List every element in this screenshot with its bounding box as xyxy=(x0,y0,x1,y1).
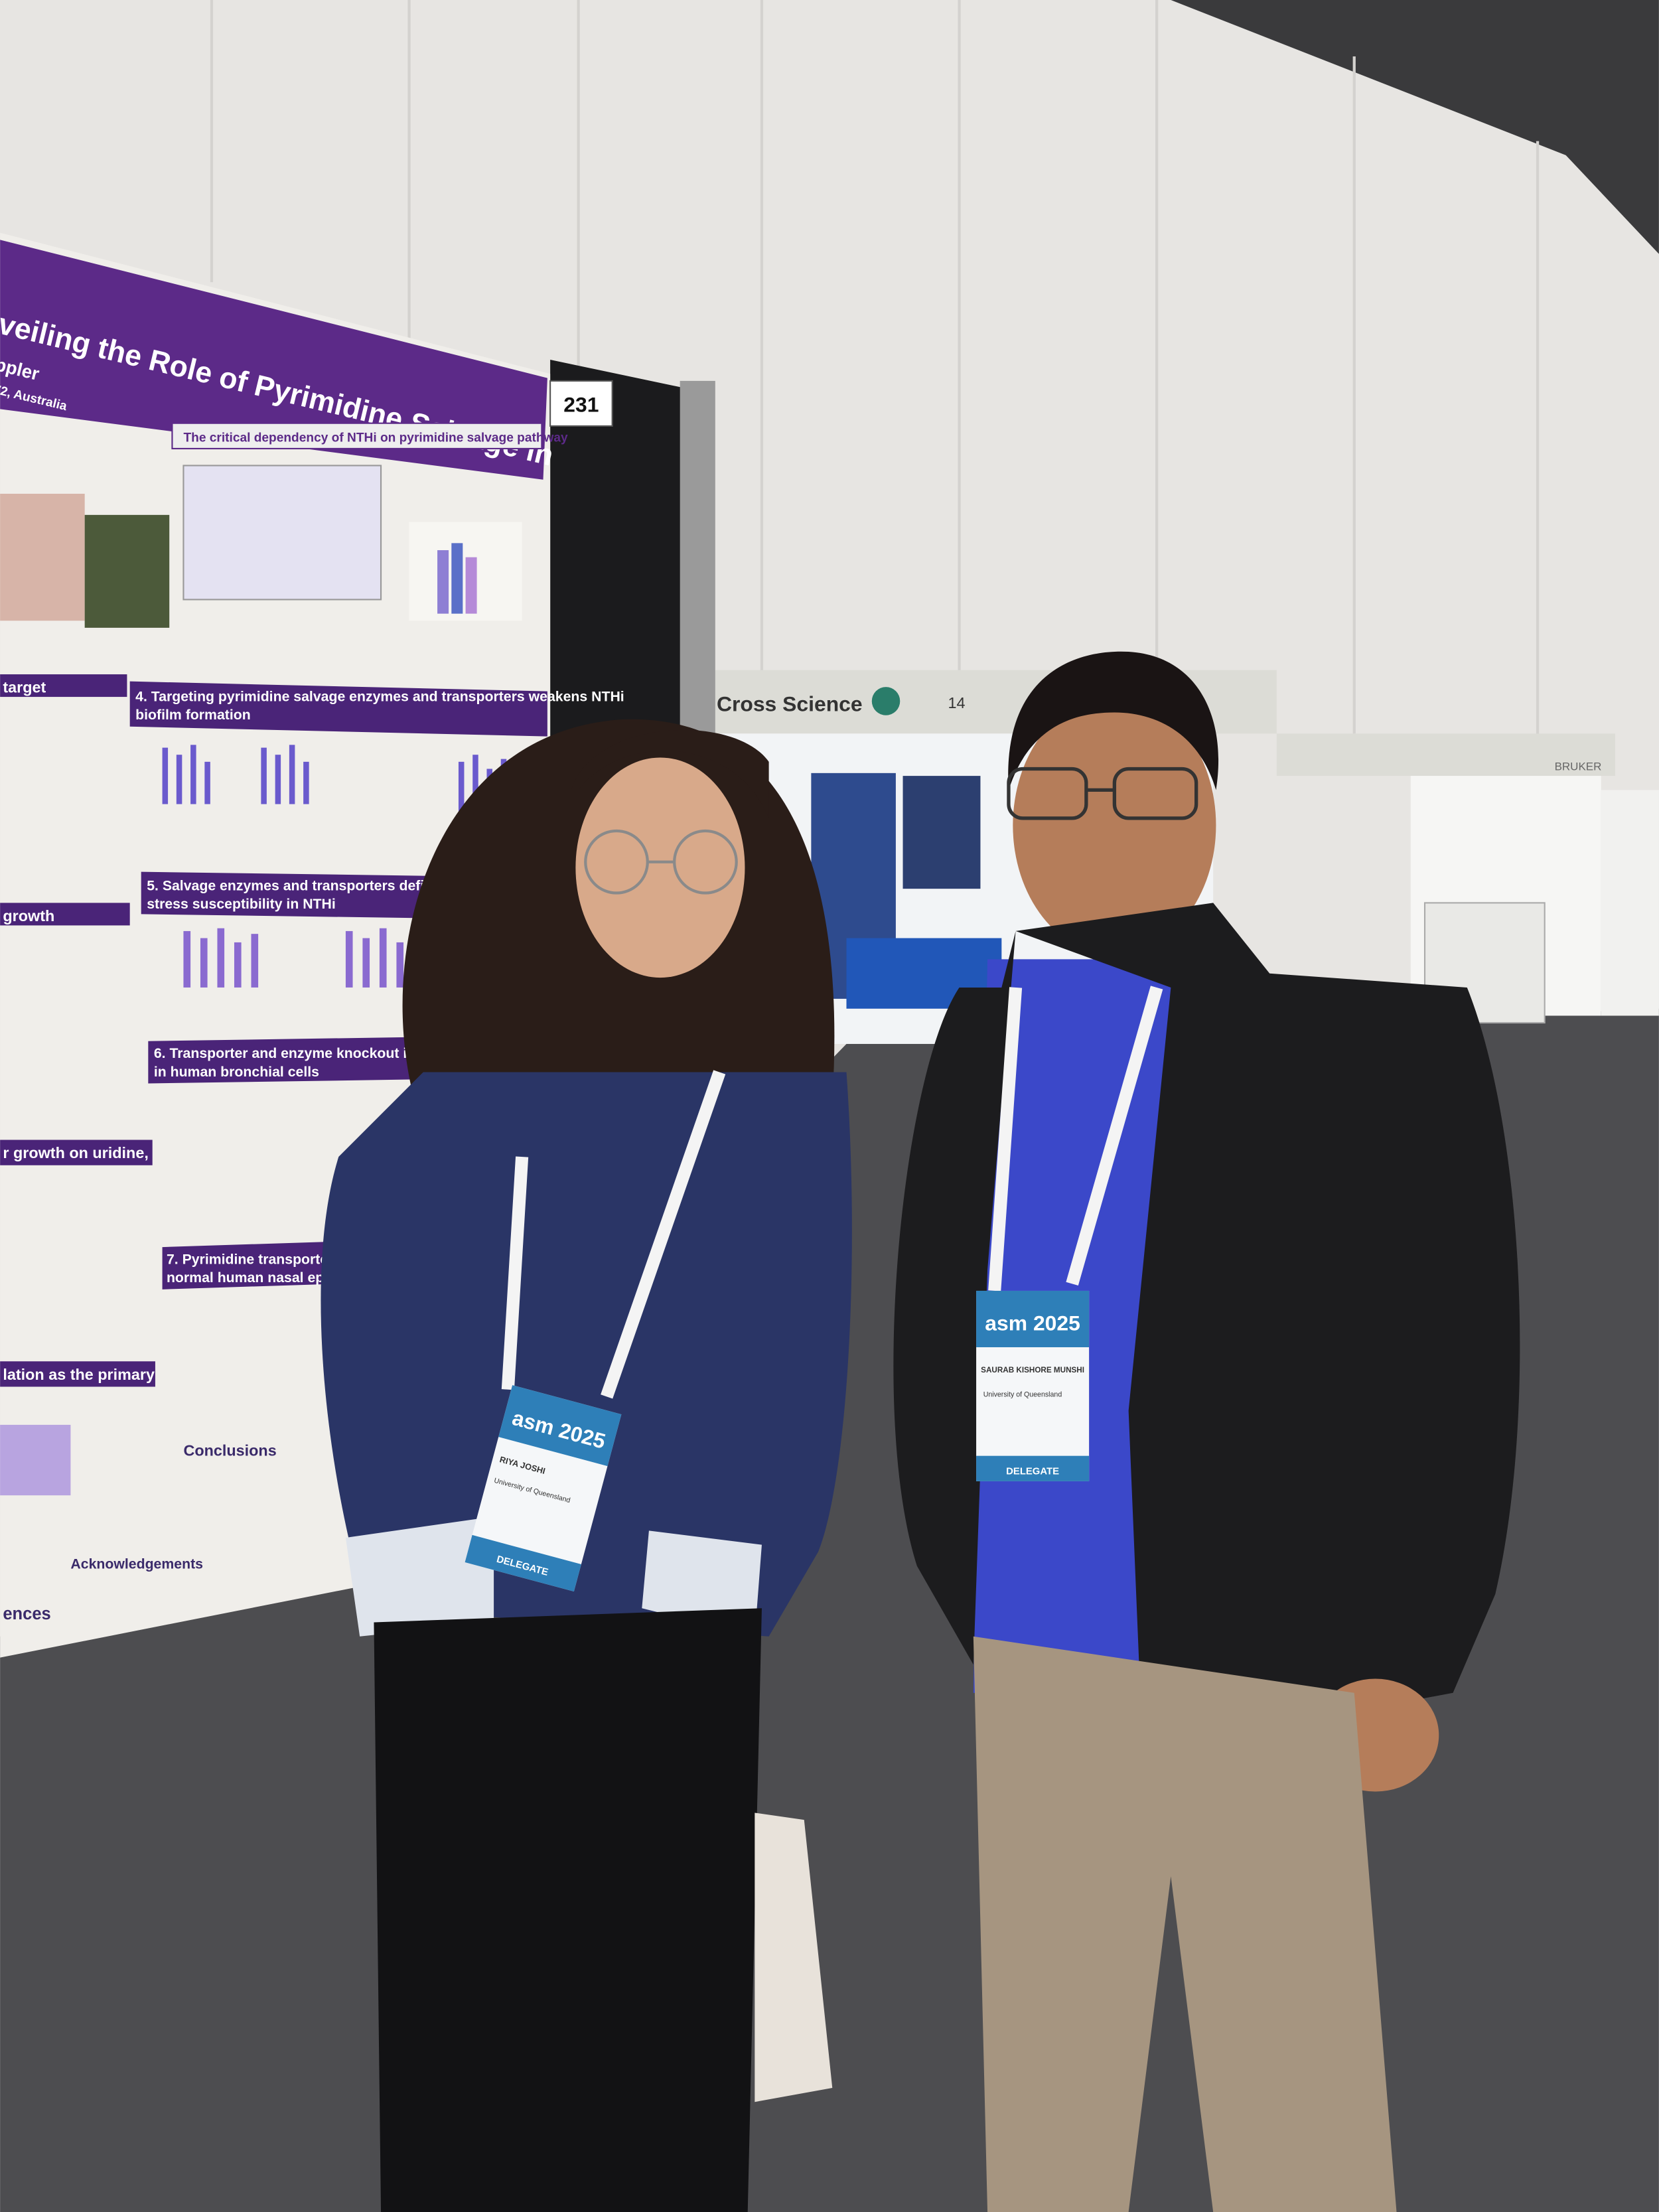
left-heading: growth xyxy=(3,907,54,924)
ceiling xyxy=(1171,0,1659,254)
section-heading: in human bronchial cells xyxy=(154,1064,319,1080)
booth-logo xyxy=(871,687,901,715)
badge-org: University of Queensland xyxy=(983,1390,1062,1398)
booth-sign: Cross Science xyxy=(717,692,863,715)
booth-back xyxy=(1601,790,1659,1016)
section-heading: Acknowledgements xyxy=(70,1556,203,1572)
person-left: asm 2025 RIYA JOSHI University of Queens… xyxy=(321,719,852,2212)
booth-sign: BRUKER xyxy=(1555,761,1602,773)
left-heading: lation as the primary xyxy=(3,1366,155,1383)
board-tag xyxy=(549,380,613,427)
poster-board xyxy=(550,360,685,769)
booth-number: 14 xyxy=(948,694,966,711)
poster-sections: The critical dependency of NTHi on pyrim… xyxy=(70,422,624,1572)
section-heading: The critical dependency of NTHi on pyrim… xyxy=(183,431,568,445)
board-post xyxy=(680,380,715,734)
section-heading: 4. Targeting pyrimidine salvage enzymes … xyxy=(135,688,624,704)
section-heading: Conclusions xyxy=(183,1442,276,1459)
board-number: 231 xyxy=(563,393,599,417)
badge-name: SAURAB KISHORE MUNSHI xyxy=(981,1366,1084,1374)
person-right: asm 2025 SAURAB KISHORE MUNSHI Universit… xyxy=(893,651,1520,2212)
section-heading: 6. Transporter and enzyme knockout impa xyxy=(154,1045,436,1061)
badge-role: DELEGATE xyxy=(1006,1466,1059,1477)
section-heading: stress susceptibility in NTHi xyxy=(147,896,336,912)
booth-banner xyxy=(902,776,981,889)
booth-sign-bar xyxy=(1276,733,1615,776)
wall-panels xyxy=(210,0,1540,748)
left-heading: ences xyxy=(3,1605,50,1623)
poster-left-edge: target growth r growth on uridine, latio… xyxy=(0,493,170,1623)
section-heading: biofilm formation xyxy=(135,707,251,723)
left-heading: target xyxy=(3,679,46,696)
poster-header xyxy=(0,240,547,480)
badge-event: asm 2025 xyxy=(985,1311,1080,1335)
left-heading: r growth on uridine, xyxy=(3,1144,148,1161)
